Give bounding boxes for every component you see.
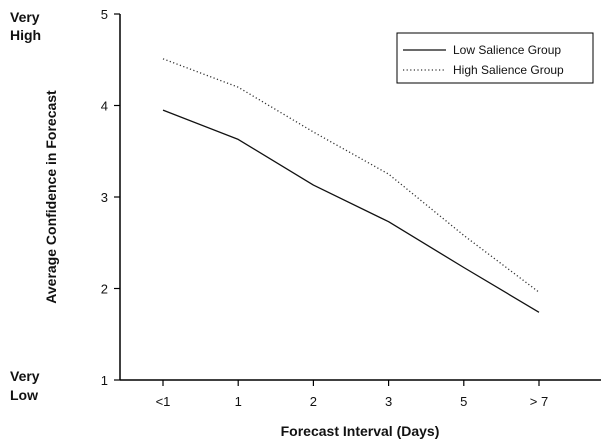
y-tick-label: 3 bbox=[101, 190, 108, 205]
series-line-low-salience bbox=[162, 109, 540, 313]
y-ticks: 1 2 3 4 5 bbox=[101, 7, 120, 388]
x-axis-title: Forecast Interval (Days) bbox=[281, 423, 440, 439]
x-tick-label: 3 bbox=[385, 394, 392, 409]
legend-box bbox=[396, 32, 594, 84]
x-ticks: <1 1 2 3 5 > 7 bbox=[156, 380, 548, 409]
x-tick-label: 2 bbox=[310, 394, 317, 409]
y-axis-title: Average Confidence in Forecast bbox=[43, 90, 59, 304]
y-bottom-label-line2: Low bbox=[10, 387, 38, 403]
x-tick-label: <1 bbox=[156, 394, 171, 409]
legend-label-high-salience: High Salience Group bbox=[453, 63, 564, 77]
y-tick-label: 1 bbox=[101, 373, 108, 388]
legend-label-low-salience: Low Salience Group bbox=[453, 43, 561, 57]
y-tick-label: 5 bbox=[101, 7, 108, 22]
y-tick-label: 4 bbox=[101, 99, 108, 114]
y-bottom-label-line1: Very bbox=[10, 368, 40, 384]
y-top-label-line2: High bbox=[10, 27, 41, 43]
x-tick-label: > 7 bbox=[530, 394, 548, 409]
series-layer bbox=[162, 58, 540, 313]
x-tick-label: 5 bbox=[460, 394, 467, 409]
legend: Low Salience Group High Salience Group bbox=[396, 32, 594, 84]
y-top-label-line1: Very bbox=[10, 9, 40, 25]
x-tick-label: 1 bbox=[235, 394, 242, 409]
series-line-high-salience bbox=[162, 58, 540, 293]
y-tick-label: 2 bbox=[101, 282, 108, 297]
